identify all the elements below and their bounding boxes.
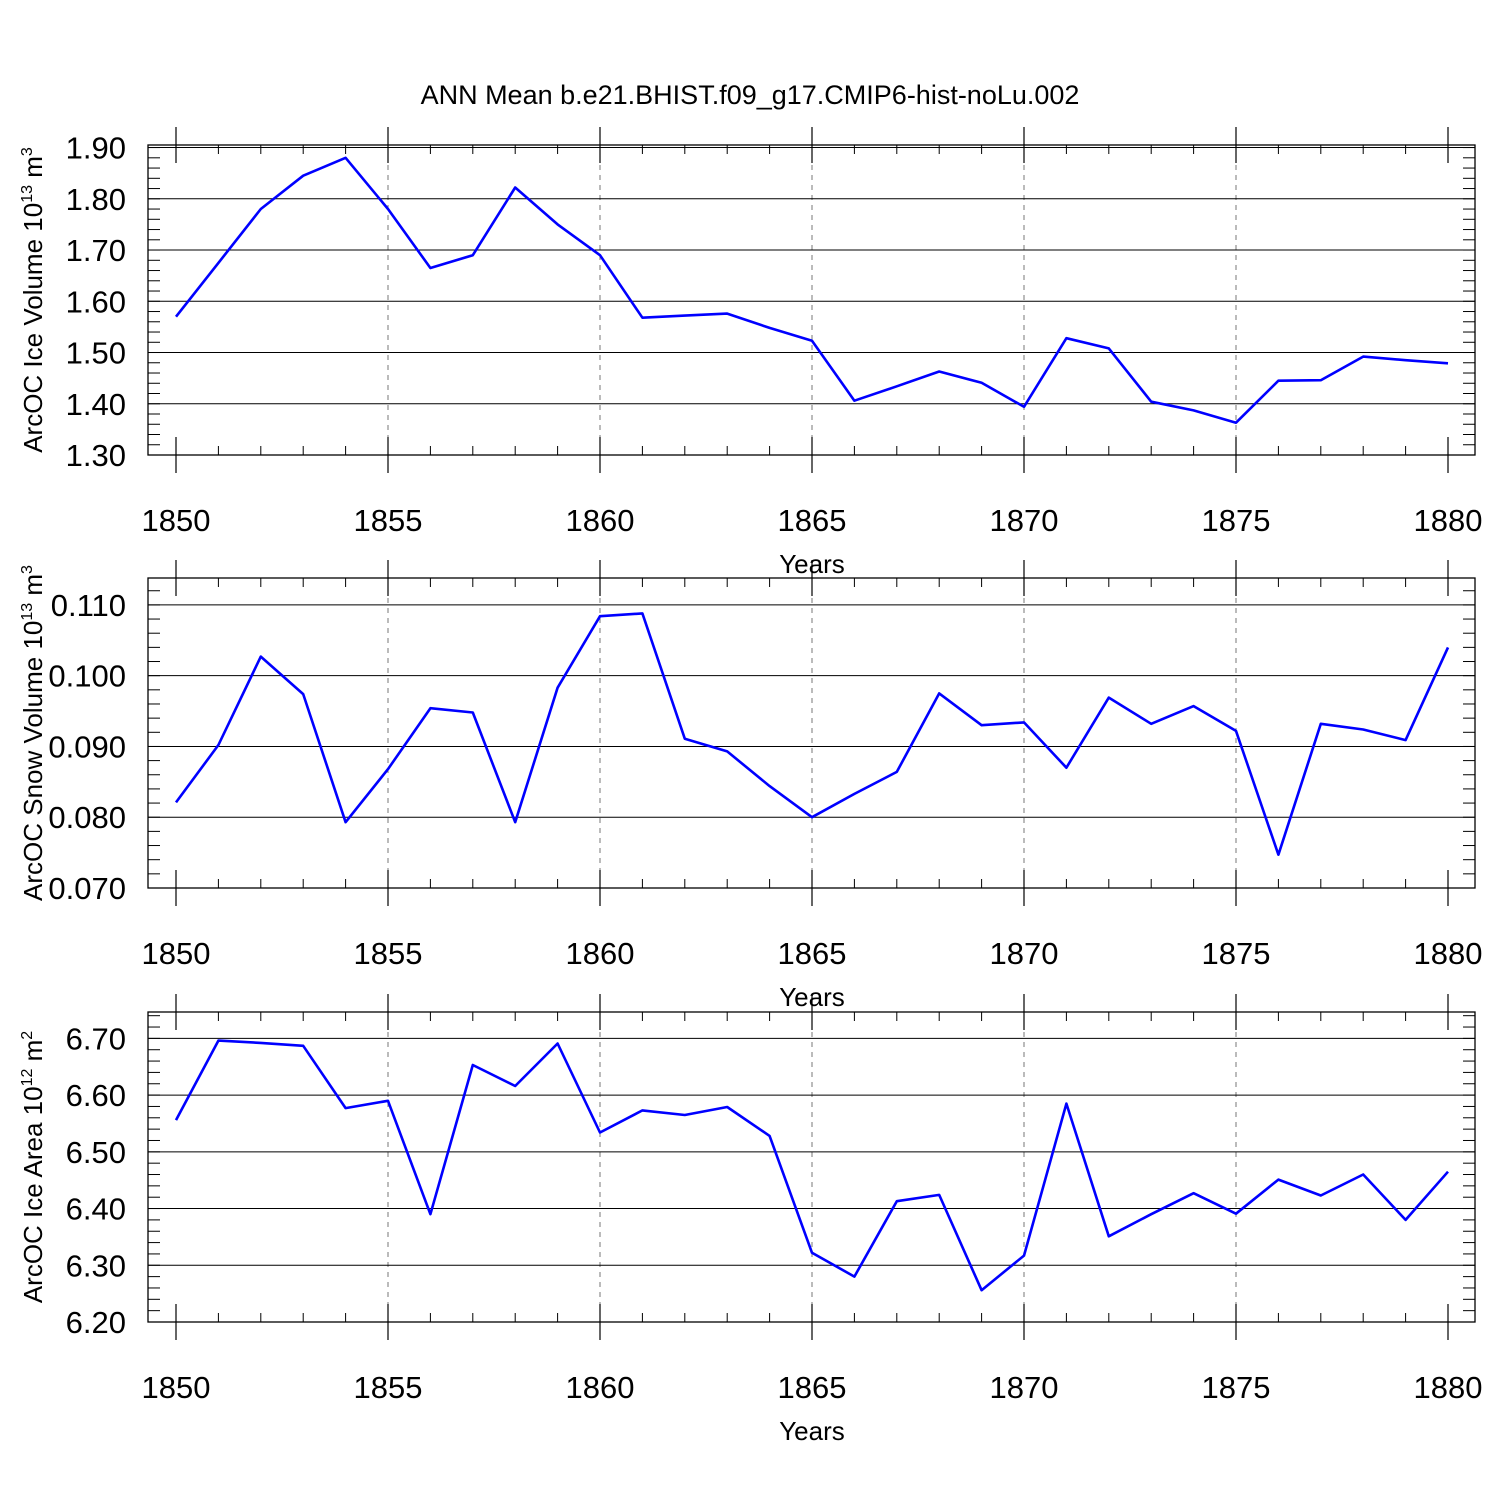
y-tick-label: 6.50 (66, 1135, 126, 1170)
y-tick-label: 6.70 (66, 1021, 126, 1056)
y-axis-title-part: m (18, 156, 48, 185)
x-tick-label: 1850 (142, 936, 211, 971)
y-axis-title-part: 3 (19, 147, 36, 156)
x-tick-label: 1865 (778, 1370, 847, 1405)
y-tick-label: 6.60 (66, 1078, 126, 1113)
y-tick-label: 0.080 (48, 800, 126, 835)
y-axis-title: ArcOC Ice Area 1012 m2 (18, 1031, 48, 1303)
y-tick-label: 1.60 (66, 284, 126, 319)
x-tick-label: 1860 (566, 1370, 635, 1405)
y-tick-label: 1.30 (66, 438, 126, 473)
series-line (174, 1039, 1449, 1292)
y-tick-label: 0.090 (48, 729, 126, 764)
x-tick-label: 1870 (990, 1370, 1059, 1405)
y-tick-label: 6.40 (66, 1192, 126, 1227)
x-axis-title: Years (779, 1416, 845, 1446)
y-tick-label: 6.20 (66, 1305, 126, 1340)
x-tick-label: 1850 (142, 1370, 211, 1405)
y-axis-title-part: m (18, 574, 48, 603)
x-tick-label: 1880 (1414, 1370, 1483, 1405)
x-tick-label: 1875 (1202, 936, 1271, 971)
y-tick-label: 1.40 (66, 387, 126, 422)
chart-panel-1: 1850 1855 1860 1865 1870 1875 1880 1.30 1.40 1.50… (18, 127, 1482, 579)
y-axis-title-part: 13 (19, 185, 36, 203)
x-tick-label: 1880 (1414, 936, 1483, 971)
x-tick-label: 1870 (990, 503, 1059, 538)
y-tick-label: 0.070 (48, 871, 126, 906)
y-axis-title-part: 2 (19, 1031, 36, 1040)
x-tick-label: 1865 (778, 503, 847, 538)
x-tick-label: 1855 (354, 503, 423, 538)
x-tick-label: 1855 (354, 936, 423, 971)
x-tick-label: 1860 (566, 936, 635, 971)
y-axis-title-part: 3 (19, 565, 36, 574)
x-tick-label: 1860 (566, 503, 635, 538)
y-axis-title-part: ArcOC Ice Area 10 (18, 1086, 48, 1303)
x-tick-label: 1875 (1202, 1370, 1271, 1405)
x-tick-label: 1875 (1202, 503, 1271, 538)
y-tick-label: 6.30 (66, 1248, 126, 1283)
y-axis-title-part: ArcOC Snow Volume 10 (18, 621, 48, 901)
x-tick-label: 1850 (142, 503, 211, 538)
y-tick-label: 0.100 (48, 659, 126, 694)
y-tick-label: 1.90 (66, 131, 126, 166)
y-axis-title-part: 13 (19, 603, 36, 621)
chart-panel-3: 1850 1855 1860 1865 1870 1875 1880 6.20 6.30 6.40… (18, 994, 1482, 1446)
y-tick-label: 1.70 (66, 233, 126, 268)
chart-panel-2: 1850 1855 1860 1865 1870 1875 1880 0.070 0.080 0.… (18, 560, 1482, 1012)
y-axis-title-part: ArcOC Ice Volume 10 (18, 203, 48, 453)
y-tick-label: 0.110 (51, 588, 126, 623)
x-tick-label: 1880 (1414, 503, 1483, 538)
y-tick-label: 1.80 (66, 182, 126, 217)
y-axis-title: ArcOC Ice Volume 1013 m3 (18, 147, 48, 453)
y-axis-title: ArcOC Snow Volume 1013 m3 (18, 565, 48, 901)
series-line (174, 612, 1450, 857)
x-tick-label: 1870 (990, 936, 1059, 971)
y-tick-label: 1.50 (66, 336, 126, 371)
x-tick-label: 1865 (778, 936, 847, 971)
y-axis-title-part: m (18, 1040, 48, 1069)
x-tick-label: 1855 (354, 1370, 423, 1405)
series-line (174, 156, 1449, 425)
y-axis-title-part: 12 (19, 1069, 36, 1087)
chart-title: ANN Mean b.e21.BHIST.f09_g17.CMIP6-hist-… (421, 80, 1080, 110)
chart-panels: 1850 1855 1860 1865 1870 1875 1880 1.30 1.40 1.50… (18, 127, 1482, 1446)
